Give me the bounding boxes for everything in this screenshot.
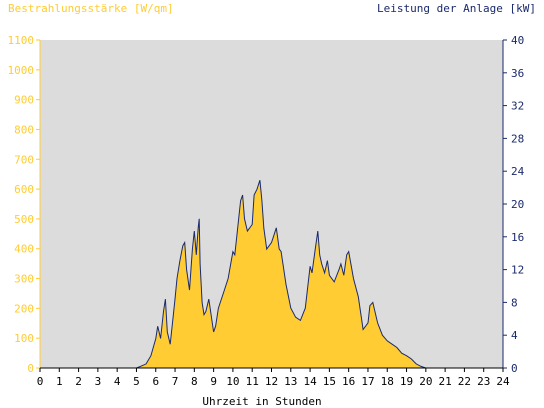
x-tick-label: 7 <box>172 375 179 388</box>
x-tick-label: 15 <box>323 375 336 388</box>
x-tick-label: 9 <box>210 375 217 388</box>
x-axis: 0 1 2 3 4 5 6 7 8 9 10 11 12 13 14 15 16 17 18 19 20 21 22 23 24 <box>37 367 510 388</box>
right-y-axis: 0 4 8 12 16 20 24 28 32 36 40 <box>502 34 525 375</box>
left-tick-label: 1100 <box>8 34 35 47</box>
left-tick-label: 600 <box>14 183 34 196</box>
x-tick-label: 18 <box>381 375 394 388</box>
right-tick-label: 28 <box>511 132 524 145</box>
x-tick-label: 19 <box>400 375 413 388</box>
right-tick-label: 36 <box>511 67 524 80</box>
right-tick-label: 0 <box>511 362 518 375</box>
x-tick-label: 21 <box>439 375 452 388</box>
right-tick-label: 16 <box>511 231 524 244</box>
x-tick-label: 11 <box>246 375 259 388</box>
x-tick-label: 5 <box>133 375 140 388</box>
x-tick-label: 17 <box>361 375 374 388</box>
irradiance-area <box>40 180 503 368</box>
x-tick-label: 23 <box>477 375 490 388</box>
left-tick-label: 300 <box>14 273 34 286</box>
x-tick-label: 10 <box>226 375 239 388</box>
x-tick-label: 3 <box>95 375 102 388</box>
left-y-axis: 0 100 200 300 400 500 600 700 800 900 1000 1100 <box>8 34 41 375</box>
x-tick-label: 8 <box>191 375 198 388</box>
left-tick-label: 500 <box>14 213 34 226</box>
x-tick-label: 0 <box>37 375 44 388</box>
right-tick-label: 4 <box>511 329 518 342</box>
left-tick-label: 400 <box>14 243 34 256</box>
x-tick-label: 13 <box>284 375 297 388</box>
power-line <box>40 180 503 369</box>
left-tick-label: 700 <box>14 153 34 166</box>
right-tick-label: 32 <box>511 100 524 113</box>
left-tick-label: 1000 <box>8 64 35 77</box>
x-tick-label: 20 <box>419 375 432 388</box>
right-tick-label: 40 <box>511 34 524 47</box>
x-tick-label: 22 <box>458 375 471 388</box>
right-tick-label: 24 <box>511 165 525 178</box>
left-axis-title: Bestrahlungsstärke [W/qm] <box>8 2 174 15</box>
x-tick-label: 4 <box>114 375 121 388</box>
right-tick-label: 20 <box>511 198 524 211</box>
x-tick-label: 2 <box>75 375 82 388</box>
right-tick-label: 8 <box>511 296 518 309</box>
left-tick-label: 0 <box>27 362 34 375</box>
x-tick-label: 14 <box>303 375 317 388</box>
x-tick-label: 12 <box>265 375 278 388</box>
right-axis-title: Leistung der Anlage [kW] <box>377 2 536 15</box>
left-tick-label: 200 <box>14 302 34 315</box>
x-tick-label: 1 <box>56 375 63 388</box>
x-axis-title: Uhrzeit in Stunden <box>202 395 321 408</box>
left-tick-label: 800 <box>14 123 34 136</box>
left-tick-label: 100 <box>14 332 34 345</box>
left-tick-label: 900 <box>14 94 34 107</box>
x-tick-label: 6 <box>152 375 159 388</box>
x-tick-label: 16 <box>342 375 355 388</box>
x-tick-label: 24 <box>496 375 510 388</box>
right-tick-label: 12 <box>511 264 524 277</box>
